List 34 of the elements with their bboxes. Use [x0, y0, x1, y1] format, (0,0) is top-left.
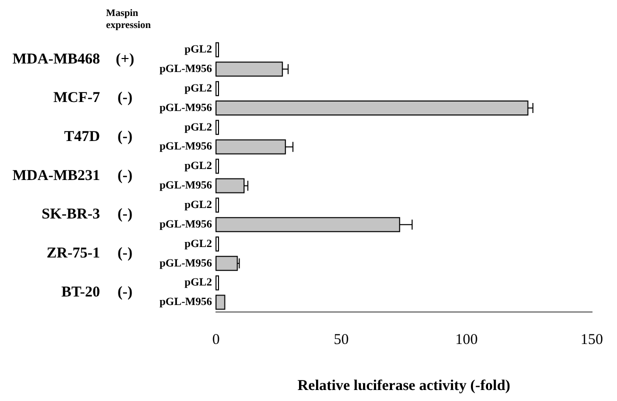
text: SK-BR-3 — [42, 206, 100, 223]
y-tick-label: pGL-M956 — [159, 62, 212, 75]
text: MCF-7 — [53, 90, 100, 106]
text: BT-20 — [61, 284, 100, 300]
y-tick-label: pGL2 — [184, 44, 212, 56]
text: ZR-75-1 — [46, 246, 100, 262]
x-axis-title: Relative luciferase activity (-fold) — [297, 378, 510, 394]
text: (-) — [118, 168, 132, 184]
text: MDA-MB231 — [12, 168, 100, 184]
y-tick-label: pGL2 — [184, 238, 212, 250]
text: (-) — [118, 129, 132, 146]
y-tick-label: pGL-M956 — [159, 140, 212, 153]
x-tick-label: 100 — [455, 332, 478, 348]
text: Maspin expression — [106, 8, 152, 31]
y-tick-label: pGL2 — [184, 121, 212, 134]
y-tick-label: pGL-M956 — [159, 102, 212, 114]
y-tick-label: pGL2 — [184, 276, 212, 289]
x-tick-label: 0 — [212, 332, 220, 348]
y-tick-label: pGL-M956 — [159, 180, 212, 192]
text: (-) — [118, 90, 132, 106]
x-tick-label: 150 — [580, 332, 603, 348]
y-tick-label: pGL-M956 — [159, 296, 212, 308]
y-tick-label: pGL2 — [184, 198, 212, 211]
text: MDA-MB468 — [12, 51, 100, 68]
y-tick-label: pGL-M956 — [159, 257, 212, 270]
text: (-) — [118, 246, 132, 262]
text: (-) — [118, 206, 132, 223]
x-tick-label: 50 — [334, 332, 349, 348]
y-tick-label: pGL2 — [184, 82, 212, 94]
text: (+) — [116, 51, 134, 68]
text: T47D — [64, 129, 100, 146]
y-tick-label: pGL2 — [184, 160, 212, 172]
y-tick-label: pGL-M956 — [159, 218, 212, 230]
text: (-) — [118, 284, 132, 300]
